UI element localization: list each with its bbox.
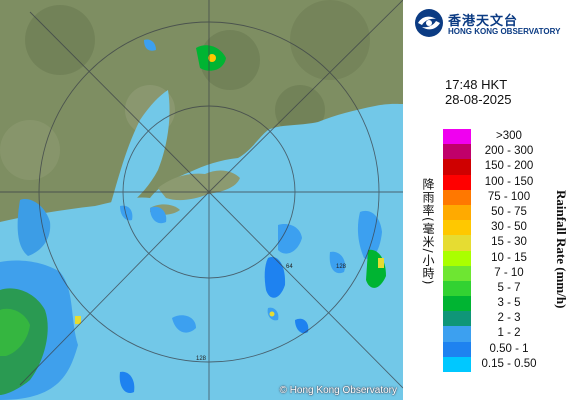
legend-row: >300 [443,129,563,145]
radar-time: 17:48 HKT [445,77,508,92]
legend-axis-label-en: Rainfall Rate (mm/h) [554,190,569,309]
radar-map-svg: 64 128 128 [0,0,403,400]
range-rings [0,0,403,400]
observatory-logo-icon [415,9,443,37]
legend-row: 0.15 - 0.50 [443,356,563,372]
legend-row: 0.50 - 1 [443,341,563,357]
legend-swatch [443,189,471,205]
legend-swatch [443,144,471,160]
legend-swatch [443,204,471,221]
legend-swatch [443,265,471,281]
legend-swatch [443,250,471,266]
legend-row: 200 - 300 [443,144,563,160]
legend-swatch [443,341,471,357]
radar-date: 28-08-2025 [445,92,512,107]
legend-swatch [443,296,471,312]
legend-row: 30 - 50 [443,220,563,236]
legend-label: 7 - 10 [494,266,524,279]
observatory-name-cn: 香港天文台 [448,14,519,29]
legend-label: 50 - 75 [491,205,527,218]
legend-swatch [443,174,471,190]
legend-row: 150 - 200 [443,159,563,175]
legend-label: >300 [496,130,522,142]
legend-label: 1 - 2 [497,327,521,340]
legend-label: 200 - 300 [484,145,534,158]
legend-row: 100 - 150 [443,174,563,190]
legend-label: 2 - 3 [497,312,521,325]
copyright-notice: © Hong Kong Observatory [279,385,397,396]
legend-swatch [443,356,471,372]
legend-row: 10 - 15 [443,250,563,266]
side-panel: 香港天文台 HONG KONG OBSERVATORY 17:48 HKT 28… [403,0,577,400]
legend-swatch [443,326,471,342]
legend-label: 30 - 50 [491,221,527,234]
legend-row: 1 - 2 [443,326,563,342]
legend-row: 7 - 10 [443,265,563,281]
legend-row: 75 - 100 [443,189,563,205]
legend-swatch [443,311,471,327]
legend-label: 75 - 100 [487,190,531,203]
legend-swatch [443,235,471,251]
legend-row: 50 - 75 [443,204,563,221]
legend-label: 3 - 5 [497,297,521,310]
legend-row: 5 - 7 [443,280,563,297]
rainfall-rate-legend: >300 200 - 300 150 - 200 100 - 150 75 - 100 5… [443,129,563,372]
legend-swatch [443,280,471,297]
legend-label: 100 - 150 [484,175,534,188]
observatory-name-en: HONG KONG OBSERVATORY [448,27,561,36]
observatory-logo[interactable]: 香港天文台 HONG KONG OBSERVATORY [414,8,574,42]
legend-label: 0.50 - 1 [489,342,529,355]
legend-axis-label-cn: 降雨率(毫米/小時) [421,178,435,286]
ring-label-64: 64 [286,264,293,270]
legend-swatch [443,220,471,236]
legend-label: 5 - 7 [497,281,521,294]
legend-label: 10 - 15 [491,251,527,264]
hong-kong-land [158,170,240,201]
legend-row: 15 - 30 [443,235,563,251]
legend-swatch [443,159,471,175]
legend-row: 3 - 5 [443,296,563,312]
estuary [110,90,170,206]
radar-map[interactable]: 64 128 128 © Hong Kong Observatory [0,0,403,400]
ring-label-128: 128 [336,264,347,270]
ring-label-128-south: 128 [196,356,207,362]
legend-row: 2 - 3 [443,311,563,327]
legend-label: 15 - 30 [491,236,527,249]
legend-swatch [443,129,471,145]
legend-label: 0.15 - 0.50 [481,357,537,370]
legend-label: 150 - 200 [484,160,534,173]
